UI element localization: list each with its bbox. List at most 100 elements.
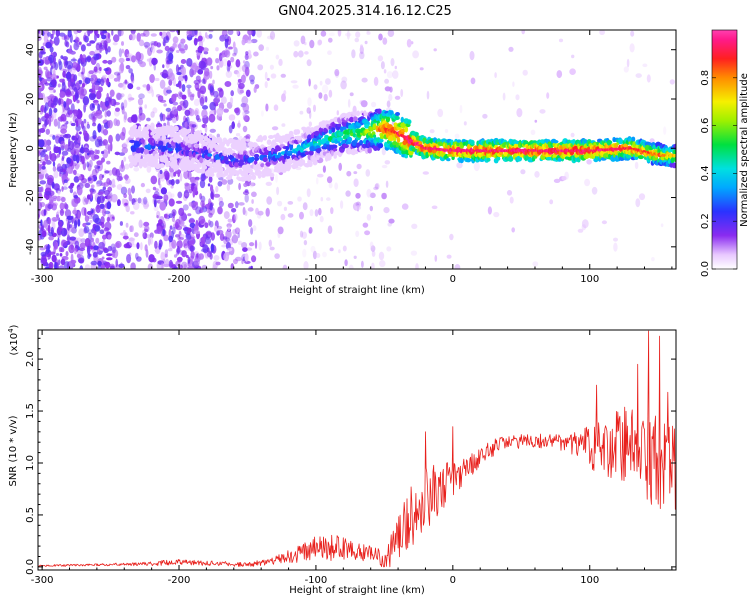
spectrogram-cell: [115, 107, 120, 112]
spectrogram-cell: [337, 123, 342, 128]
spectrogram-cell: [63, 202, 68, 210]
spectrogram-cell: [142, 232, 148, 240]
spectrogram-cell: [225, 70, 233, 79]
spectrogram-cell: [38, 163, 42, 172]
spectrogram-cell: [306, 59, 312, 67]
spectrogram-cell: [181, 84, 186, 92]
spectrogram-cell: [184, 109, 191, 117]
spectrogram-cell: [75, 92, 79, 101]
spectrogram-cell: [520, 169, 526, 175]
spectrogram-cell: [366, 31, 371, 35]
spectrogram-cell: [308, 227, 313, 234]
y-tick-label: 40: [25, 43, 36, 56]
spectrogram-cell: [154, 240, 158, 249]
spectrogram-cell: [148, 254, 155, 263]
spectrogram-cell: [534, 119, 538, 123]
spectrogram-cell: [210, 232, 215, 241]
spectrogram-cell: [106, 201, 112, 210]
spectrogram-cell: [39, 201, 46, 208]
spectrogram-cell: [59, 208, 64, 217]
spectrogram-cell: [44, 82, 50, 86]
spectrogram-cell: [218, 59, 224, 68]
spectrogram-cell: [278, 58, 283, 66]
spectrogram-cell: [163, 194, 169, 202]
spectrogram-cell: [190, 236, 195, 246]
spectrogram-cell: [232, 228, 238, 236]
spectrogram-cell: [42, 161, 46, 166]
spectrogram-cell: [204, 125, 208, 133]
spectrogram-cell: [38, 35, 42, 41]
spectrogram-cell: [78, 257, 85, 264]
spectrogram-cell: [322, 165, 326, 173]
spectrogram-cell: [118, 263, 125, 269]
spectrogram-cell: [384, 78, 389, 84]
spectrogram-cell: [112, 249, 119, 259]
spectrogram-cell: [336, 110, 339, 116]
spectrogram-cell: [341, 139, 347, 144]
spectrogram-cell: [584, 178, 591, 187]
spectrogram-cell: [170, 193, 175, 198]
spectrogram-cell: [124, 174, 129, 181]
spectrogram-cell: [268, 239, 272, 247]
spectrogram-cell: [61, 186, 64, 192]
spectrogram-cell: [57, 116, 65, 122]
spectrogram-cell: [111, 56, 117, 63]
spectrogram-cell: [532, 261, 539, 267]
spectrogram-cell: [227, 225, 231, 232]
spectrogram-cell: [66, 166, 73, 174]
spectrogram-cell: [314, 209, 319, 217]
spectrogram-cell: [64, 40, 68, 47]
spectrogram-cell: [446, 254, 452, 259]
spectrogram-cell: [142, 229, 145, 238]
spectrogram-cell: [101, 150, 105, 155]
spectrogram-cell: [41, 165, 46, 170]
spectrogram-cell: [220, 96, 227, 104]
spectrogram-cell: [623, 143, 629, 148]
spectrogram-cell: [367, 147, 373, 154]
spectrogram-cell: [55, 135, 60, 144]
spectrogram-cell: [162, 229, 166, 236]
spectrogram-cell: [38, 201, 43, 211]
y-tick-label: -20: [25, 189, 36, 205]
spectrogram-cell: [64, 133, 71, 139]
spectrogram-cell: [84, 215, 90, 223]
spectrogram-cell: [360, 100, 368, 108]
spectrogram-cell: [383, 69, 387, 74]
spectrogram-cell: [146, 165, 152, 173]
spectrogram-cell: [308, 150, 314, 156]
spectrogram-cell: [235, 256, 242, 262]
spectrogram-cell: [50, 153, 57, 162]
spectrogram-cell: [121, 147, 128, 154]
spectrogram-cell: [130, 32, 136, 41]
spectrogram-cell: [378, 138, 384, 143]
spectrogram-cell: [107, 193, 113, 203]
spectrogram-cell: [306, 188, 311, 198]
spectrogram-cell: [43, 66, 48, 71]
spectrogram-cell: [71, 198, 79, 208]
spectrogram-cell: [131, 185, 135, 194]
spectrogram-cell: [48, 261, 54, 269]
spectrogram-cell: [140, 198, 147, 205]
spectrogram-cell: [561, 176, 567, 181]
spectrogram-cell: [269, 246, 275, 251]
spectrogram-cell: [198, 215, 205, 224]
spectrogram-cell: [47, 32, 52, 37]
spectrogram-cell: [182, 204, 189, 211]
spectrogram-cell: [553, 178, 561, 183]
spectrogram-cell: [179, 92, 183, 98]
spectrogram-cell: [168, 198, 175, 207]
spectrogram-cell: [56, 153, 60, 158]
spectrogram-cell: [201, 78, 206, 84]
spectrogram-cell: [516, 108, 523, 118]
spectrogram-cell: [373, 186, 379, 191]
spectrogram-cell: [446, 158, 451, 162]
spectrogram-cell: [241, 242, 248, 249]
spectrogram-cell: [347, 98, 351, 108]
spectrogram-cell: [49, 150, 52, 160]
spectrogram-cell: [313, 104, 316, 113]
spectrogram-cell: [635, 73, 642, 78]
spectrogram-cell: [345, 32, 352, 37]
spectrogram-cell: [170, 185, 174, 189]
spectrogram-cell: [127, 83, 134, 90]
spectrogram-cell: [66, 215, 74, 220]
